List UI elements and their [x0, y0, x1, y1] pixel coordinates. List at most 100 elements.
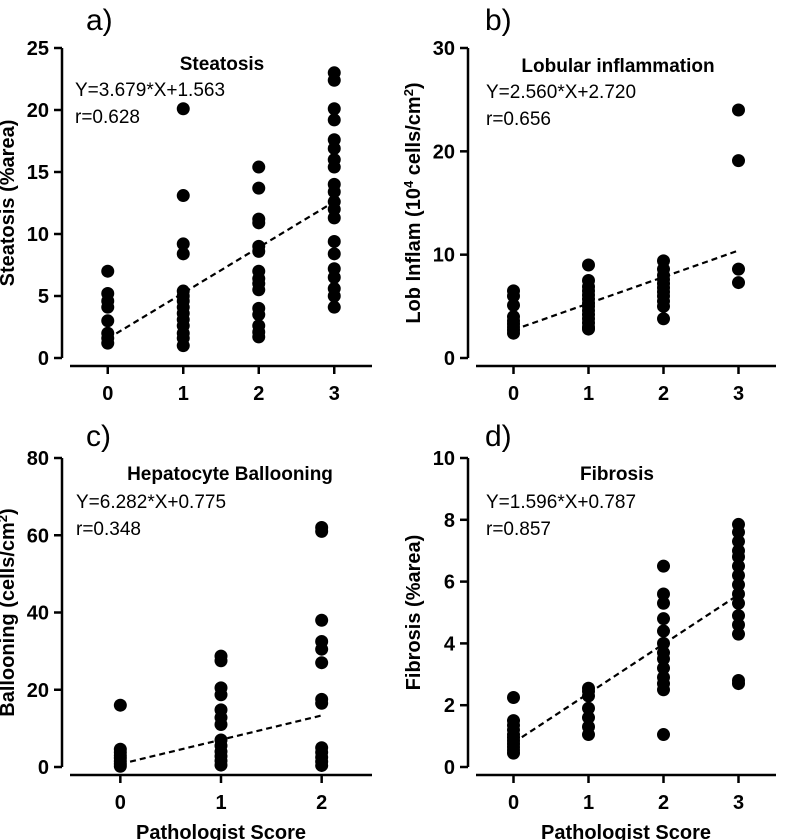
- y-tick-label: 5: [38, 286, 49, 308]
- data-point: [176, 237, 190, 251]
- y-tick-label: 6: [444, 572, 455, 594]
- data-point: [101, 264, 115, 278]
- data-point: [732, 276, 745, 290]
- data-point: [252, 216, 266, 230]
- data-point: [657, 312, 670, 326]
- data-point: [176, 339, 190, 353]
- data-point: [732, 587, 745, 601]
- x-tick-label: 3: [733, 792, 744, 814]
- data-point: [732, 550, 745, 564]
- x-tick-label: 1: [215, 792, 226, 814]
- data-point: [315, 656, 329, 670]
- x-tick-label: 0: [115, 792, 126, 814]
- y-tick-label: 0: [38, 757, 49, 779]
- data-point: [327, 185, 341, 199]
- x-tick-label: 1: [178, 383, 189, 405]
- data-point: [327, 102, 341, 116]
- data-point: [657, 596, 670, 610]
- x-tick-label: 1: [583, 792, 594, 814]
- data-point: [657, 559, 670, 573]
- data-point: [732, 534, 745, 548]
- data-point: [101, 314, 115, 328]
- data-point: [252, 283, 266, 297]
- data-point: [214, 688, 228, 702]
- y-tick-label: 20: [27, 100, 49, 122]
- data-point: [252, 244, 266, 258]
- data-point: [507, 746, 520, 760]
- data-point: [732, 609, 745, 623]
- panel-title: Hepatocyte Ballooning: [127, 464, 333, 485]
- correlation-text: r=0.857: [486, 519, 551, 540]
- y-tick-label: 20: [433, 141, 455, 163]
- data-point: [582, 701, 595, 715]
- data-point: [327, 300, 341, 314]
- regression-line: [512, 593, 740, 744]
- y-axis-title: Steatosis (%area): [0, 120, 19, 287]
- data-point: [315, 696, 329, 710]
- panel-title: Fibrosis: [580, 464, 654, 485]
- y-tick-label: 60: [27, 525, 49, 547]
- data-point: [327, 73, 341, 87]
- data-point: [101, 300, 115, 314]
- data-point: [214, 654, 228, 668]
- panel-title: Lobular inflammation: [521, 56, 714, 77]
- y-tick-label: 10: [27, 224, 49, 246]
- data-point: [657, 636, 670, 650]
- data-point: [732, 596, 745, 610]
- y-axis-title: Lob Inflam (104 cells/cm2): [401, 82, 426, 323]
- data-point: [582, 711, 595, 725]
- y-tick-label: 2: [444, 695, 455, 717]
- data-point: [732, 154, 745, 168]
- data-point: [657, 612, 670, 626]
- data-point: [315, 758, 329, 772]
- data-point: [507, 289, 520, 303]
- y-tick-label: 8: [444, 510, 455, 532]
- data-point: [732, 578, 745, 592]
- y-tick-label: 25: [27, 38, 49, 60]
- data-point: [101, 336, 115, 350]
- data-point: [732, 677, 745, 691]
- data-point: [657, 728, 670, 742]
- regression-line: [513, 249, 739, 331]
- data-point: [732, 627, 745, 641]
- data-point: [582, 322, 595, 336]
- regression-line: [107, 200, 335, 340]
- data-point: [657, 299, 670, 313]
- data-point: [315, 613, 329, 627]
- data-point: [327, 160, 341, 174]
- regression-equation: Y=1.596*X+0.787: [486, 492, 636, 513]
- x-tick-label: 2: [253, 383, 264, 405]
- y-tick-label: 40: [27, 603, 49, 625]
- y-tick-label: 0: [444, 348, 455, 370]
- panel-2: 0 10 20 30 0 1 2 3 Lob Inflam (104 cells/cm2) b) L…: [401, 4, 776, 405]
- y-tick-label: 30: [433, 38, 455, 60]
- data-point: [252, 308, 266, 322]
- data-point: [582, 728, 595, 742]
- y-tick-label: 20: [27, 680, 49, 702]
- regression-equation: Y=2.560*X+2.720: [486, 82, 636, 103]
- y-tick-label: 0: [38, 348, 49, 370]
- y-tick-label: 10: [433, 245, 455, 267]
- data-point: [657, 624, 670, 638]
- panel-label: a): [86, 4, 113, 37]
- x-tick-label: 2: [316, 792, 327, 814]
- data-point: [732, 559, 745, 573]
- data-point: [507, 298, 520, 312]
- x-tick-label: 1: [583, 383, 594, 405]
- y-axis-title: Ballooning (cells/cm2): [0, 508, 19, 716]
- regression-equation: Y=6.282*X+0.775: [76, 492, 226, 513]
- data-point: [214, 758, 228, 772]
- data-point: [732, 618, 745, 632]
- data-point: [315, 642, 329, 656]
- data-point: [732, 525, 745, 539]
- data-point: [176, 247, 190, 261]
- data-point: [507, 690, 520, 704]
- data-point: [252, 181, 266, 195]
- x-axis-title: Pathologist Score: [541, 822, 711, 840]
- panel-title: Steatosis: [180, 54, 264, 75]
- data-point: [732, 568, 745, 582]
- data-point: [582, 258, 595, 272]
- panel-4: 0 2 4 6 8 10 0 1 2 3 Fibrosis (%area) Pathologist S…: [403, 420, 776, 840]
- data-point: [327, 211, 341, 225]
